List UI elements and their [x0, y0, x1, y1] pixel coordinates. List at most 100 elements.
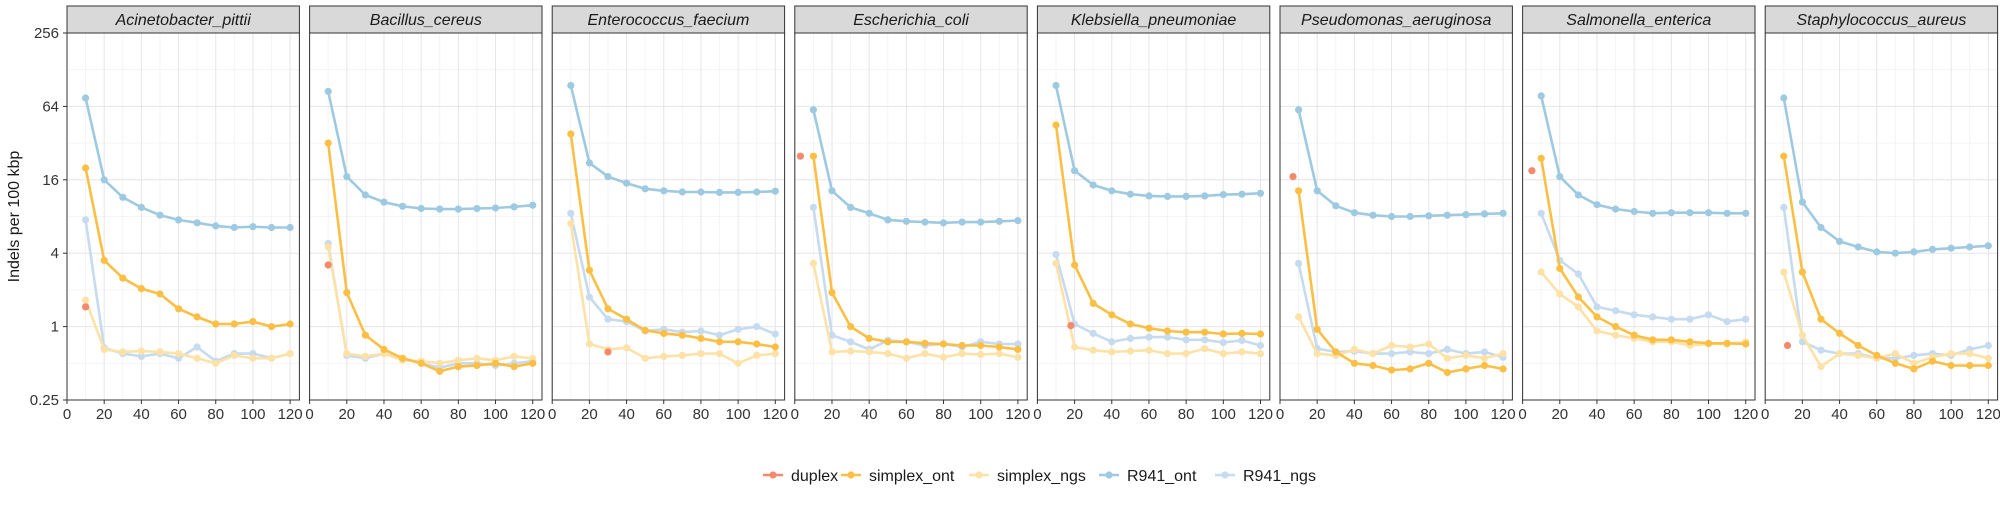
data-point-R941-ont: [1219, 191, 1227, 199]
data-point-simplex-ngs: [623, 344, 631, 352]
facet-title: Acinetobacter_pittii: [115, 12, 252, 29]
data-point-simplex-ngs: [1462, 351, 1470, 359]
data-point-simplex-ngs: [1238, 348, 1246, 356]
data-point-R941-ngs: [1686, 315, 1694, 323]
data-point-simplex-ngs: [1499, 350, 1507, 358]
data-point-R941-ngs: [1649, 313, 1657, 321]
data-point-R941-ont: [697, 188, 705, 196]
legend-key-point: [1105, 471, 1113, 479]
data-point-R941-ngs: [1014, 340, 1022, 348]
data-point-R941-ngs: [847, 338, 855, 346]
panel-border: [1522, 32, 1756, 401]
x-tick-label: 20: [1066, 406, 1083, 423]
data-point-simplex-ont: [82, 164, 90, 172]
data-point-R941-ont: [1295, 106, 1303, 114]
data-point-R941-ont: [921, 218, 929, 226]
data-point-simplex-ont: [1966, 361, 1974, 370]
data-point-R941-ont: [1126, 190, 1134, 198]
x-tick-label: 100: [240, 406, 265, 423]
data-point-simplex-ngs: [454, 356, 462, 364]
data-point-R941-ont: [995, 217, 1003, 225]
data-point-R941-ont: [623, 179, 631, 187]
data-point-duplex: [1528, 167, 1536, 175]
data-point-simplex-ngs: [715, 350, 724, 358]
data-point-simplex-ont: [1182, 328, 1190, 336]
data-point-R941-ont: [1499, 209, 1507, 217]
data-point-simplex-ont: [1480, 361, 1489, 370]
data-point-simplex-ngs: [267, 354, 276, 362]
data-point-R941-ont: [1910, 248, 1918, 256]
data-point-simplex-ngs: [1798, 331, 1806, 339]
data-point-R941-ngs: [1667, 315, 1675, 323]
facet-strip: [1764, 5, 1999, 34]
data-point-simplex-ont: [1163, 327, 1172, 335]
x-tick-label: 40: [618, 406, 635, 423]
data-point-simplex-ngs: [1350, 345, 1358, 353]
data-point-R941-ngs: [1256, 341, 1265, 350]
data-point-simplex-ngs: [361, 352, 369, 360]
data-point-simplex-ont: [1593, 313, 1601, 321]
data-point-simplex-ngs: [1537, 268, 1545, 276]
data-point-simplex-ont: [380, 345, 388, 353]
legend-item: simplex_ont: [841, 468, 955, 485]
data-point-simplex-ngs: [324, 243, 332, 251]
facet-title: Escherichia_coli: [853, 12, 969, 29]
y-tick-label: 1: [51, 319, 59, 336]
data-point-R941-ont: [1947, 244, 1955, 252]
data-point-simplex-ont: [1723, 339, 1731, 347]
data-point-simplex-ont: [697, 334, 705, 342]
legend-label: simplex_ngs: [997, 468, 1086, 485]
data-point-simplex-ont: [865, 334, 873, 342]
data-point-R941-ngs: [1295, 259, 1303, 267]
data-point-R941-ngs: [828, 331, 836, 339]
data-point-R941-ont: [604, 173, 612, 181]
data-point-simplex-ngs: [847, 347, 855, 355]
data-point-R941-ont: [715, 188, 724, 196]
data-point-simplex-ont: [324, 139, 332, 147]
data-point-simplex-ngs: [436, 359, 444, 367]
y-axis-title: Indels per 100 kbp: [6, 151, 23, 283]
data-point-simplex-ont: [286, 320, 294, 328]
data-point-R941-ont: [753, 188, 761, 196]
facet-panel: Staphylococcus_aureus 0 20 40 60 80 100 120: [1761, 5, 2000, 423]
facet-title: Salmonella_enterica: [1566, 12, 1711, 29]
data-point-R941-ont: [1350, 209, 1358, 217]
data-point-simplex-ont: [1350, 359, 1358, 367]
facet-title: Enterococcus_faecium: [587, 12, 749, 29]
data-point-R941-ont: [771, 187, 779, 195]
x-tick-label: 80: [1178, 406, 1195, 423]
data-point-R941-ont: [380, 198, 388, 206]
data-point-simplex-ngs: [1388, 341, 1396, 350]
x-tick-label: 20: [1794, 406, 1811, 423]
legend-label: R941_ont: [1127, 468, 1197, 485]
data-point-R941-ngs: [1163, 333, 1172, 341]
panel-border: [551, 32, 786, 401]
data-point-simplex-ont: [1462, 365, 1470, 373]
data-point-R941-ont: [1462, 211, 1470, 219]
data-point-R941-ngs: [1612, 307, 1620, 315]
x-tick-label: 0: [1761, 406, 1769, 423]
data-point-simplex-ont: [1780, 152, 1788, 160]
data-point-R941-ngs: [1537, 209, 1545, 217]
data-point-R941-ont: [212, 222, 220, 230]
x-tick-label: 100: [968, 406, 993, 423]
facet-strip: [1036, 5, 1271, 34]
x-tick-label: 60: [413, 406, 430, 423]
panel-border: [1764, 32, 1999, 401]
data-point-R941-ont: [1649, 209, 1657, 217]
data-point-R941-ont: [1704, 209, 1713, 217]
data-point-simplex-ngs: [1966, 350, 1974, 358]
facet-panel: Bacillus_cereus 0 20 40 60 80 100 120: [305, 5, 545, 423]
x-tick-label: 20: [1551, 406, 1568, 423]
data-point-simplex-ngs: [1817, 363, 1825, 371]
data-point-simplex-ngs: [100, 345, 108, 353]
data-point-R941-ngs: [585, 293, 594, 301]
data-point-R941-ont: [1723, 209, 1731, 217]
facet-strip: [794, 5, 1028, 34]
y-tick-label: 4: [51, 245, 59, 262]
data-point-simplex-ont: [1014, 345, 1022, 353]
legend: duplex simplex_ont simplex_ngs R941_ont R941…: [763, 468, 1316, 485]
data-point-R941-ont: [343, 173, 351, 181]
data-point-simplex-ngs: [1556, 290, 1564, 298]
data-point-simplex-ont: [361, 331, 369, 339]
